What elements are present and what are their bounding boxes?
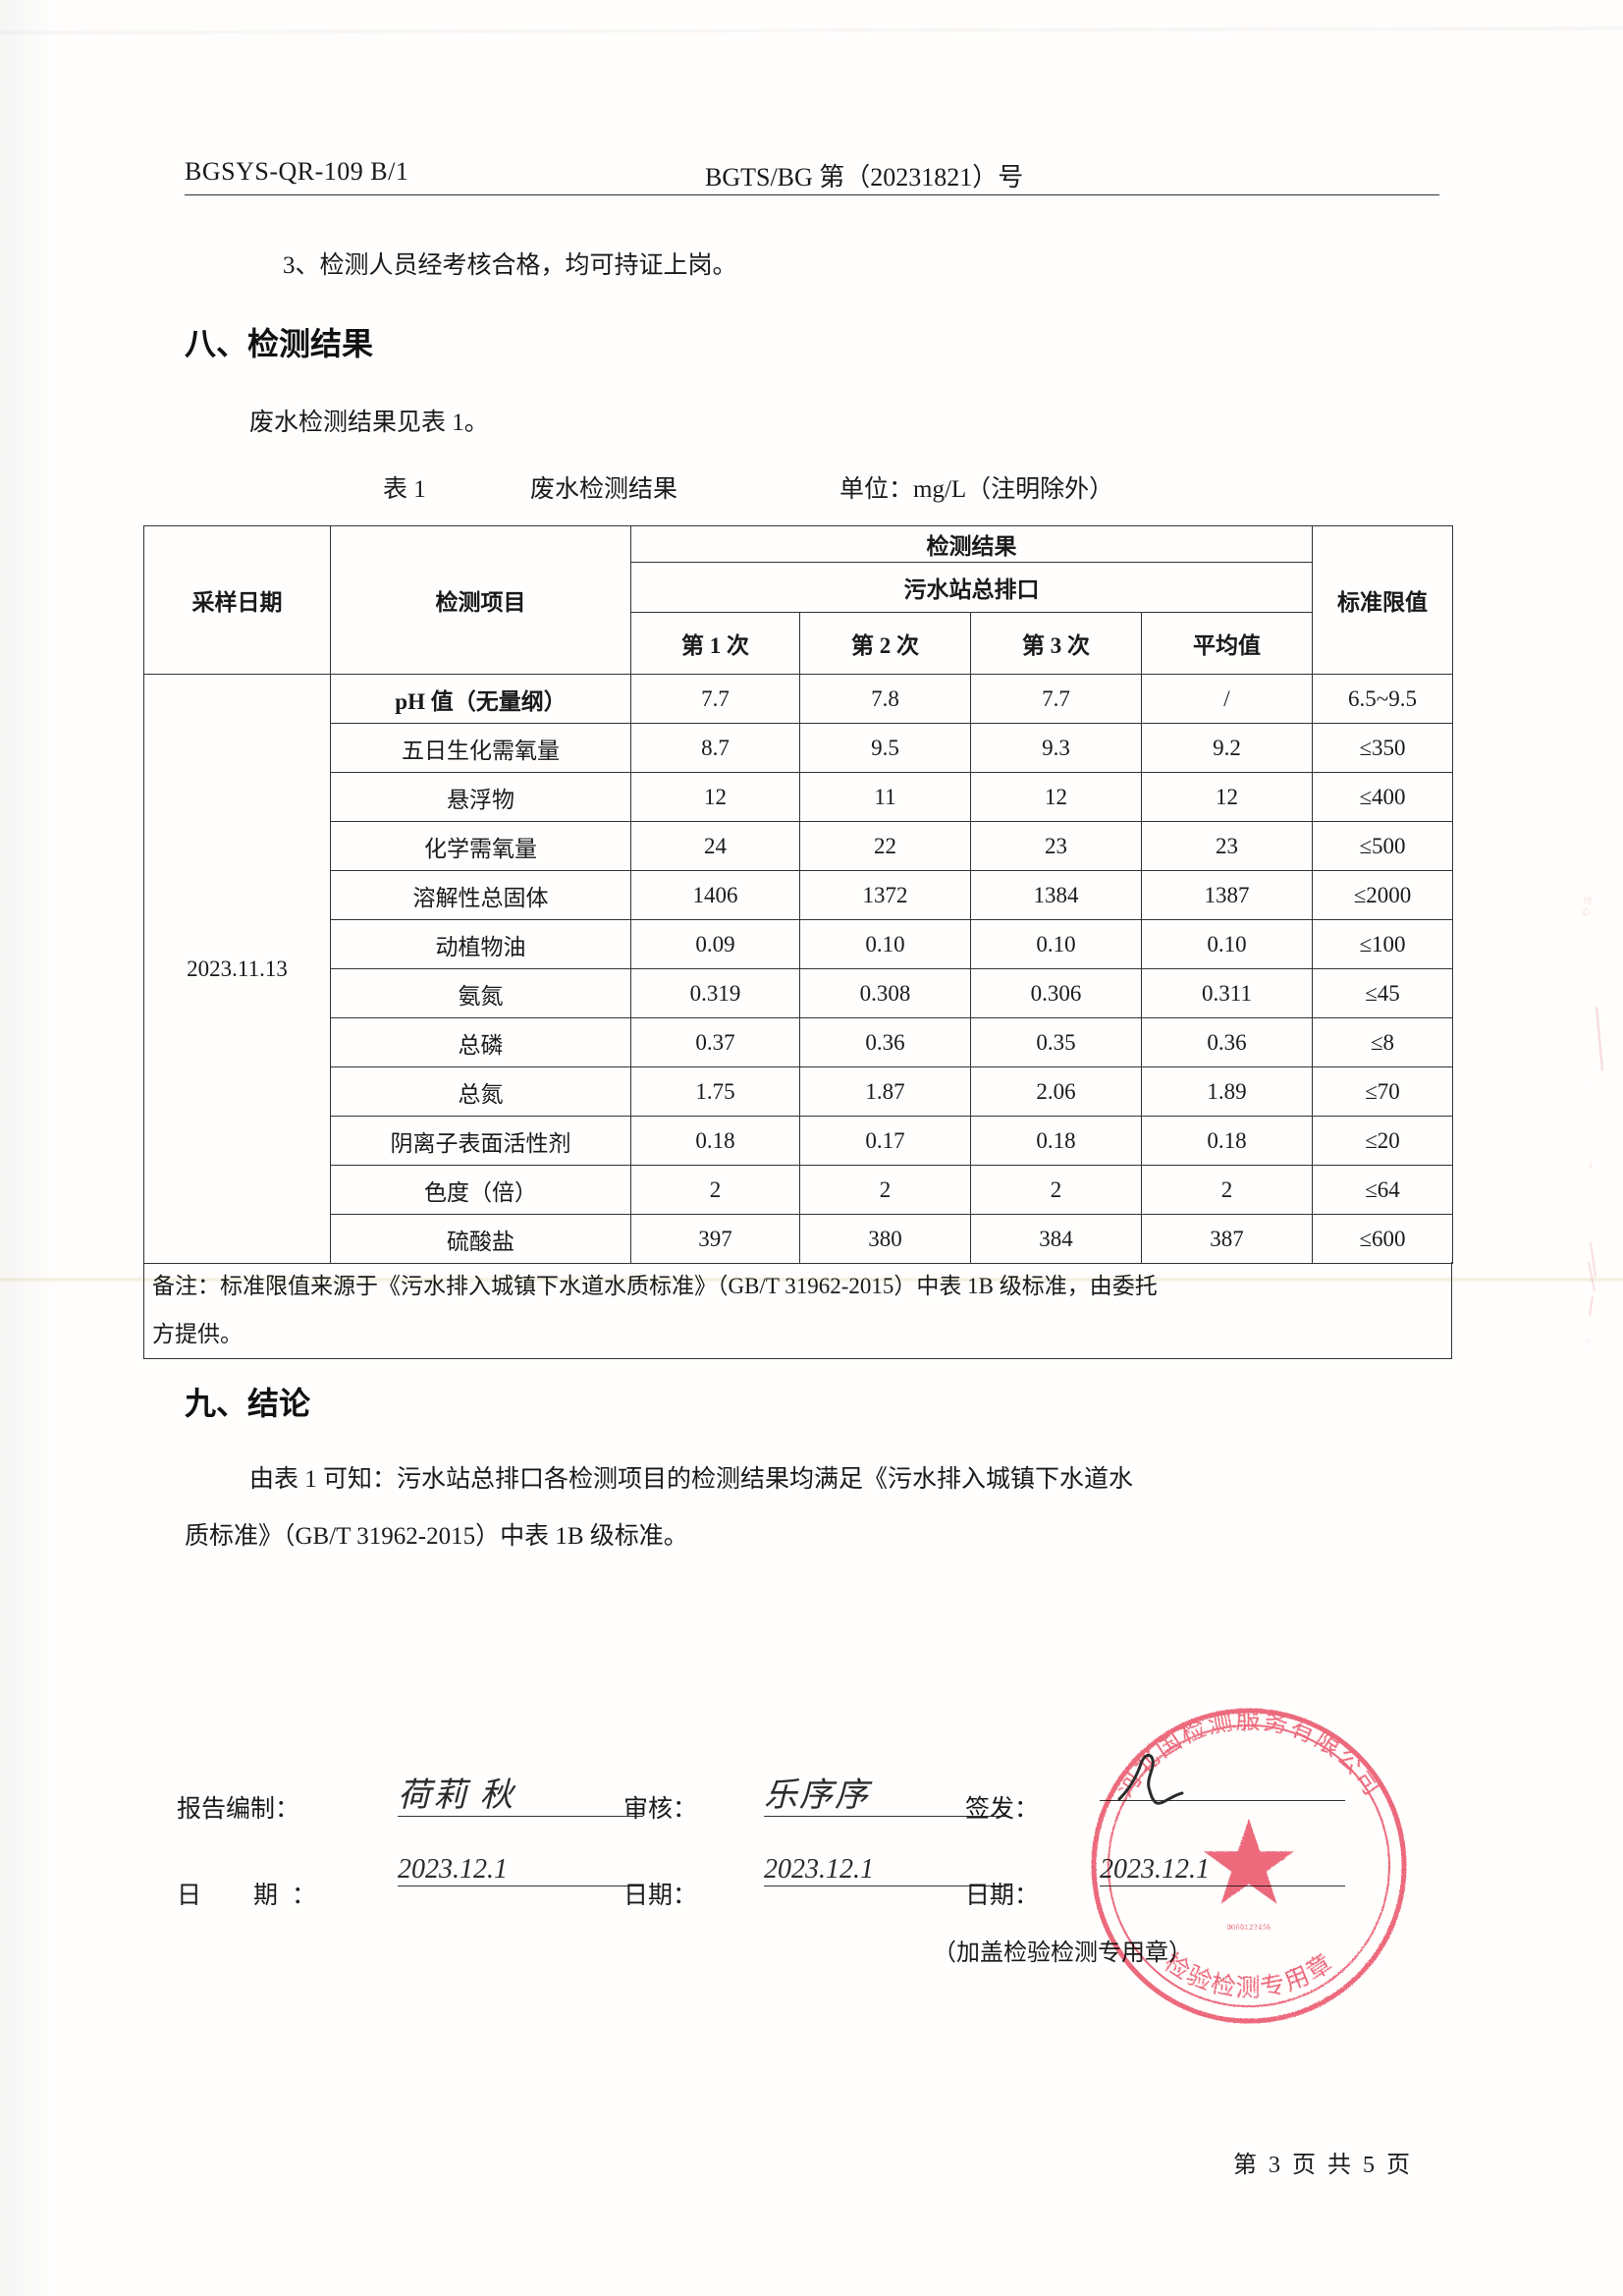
svg-text:·: · [1585, 1078, 1588, 1087]
svg-text:寸: 寸 [1583, 1337, 1592, 1347]
svg-text:0000123456: 0000123456 [1227, 1923, 1271, 1932]
svg-text:讨: 讨 [1583, 895, 1593, 906]
svg-text:心: 心 [1581, 906, 1591, 917]
svg-text:检验检测专用章: 检验检测专用章 [1160, 1948, 1339, 2002]
svg-text:ㅏ: ㅏ [1587, 1162, 1596, 1172]
